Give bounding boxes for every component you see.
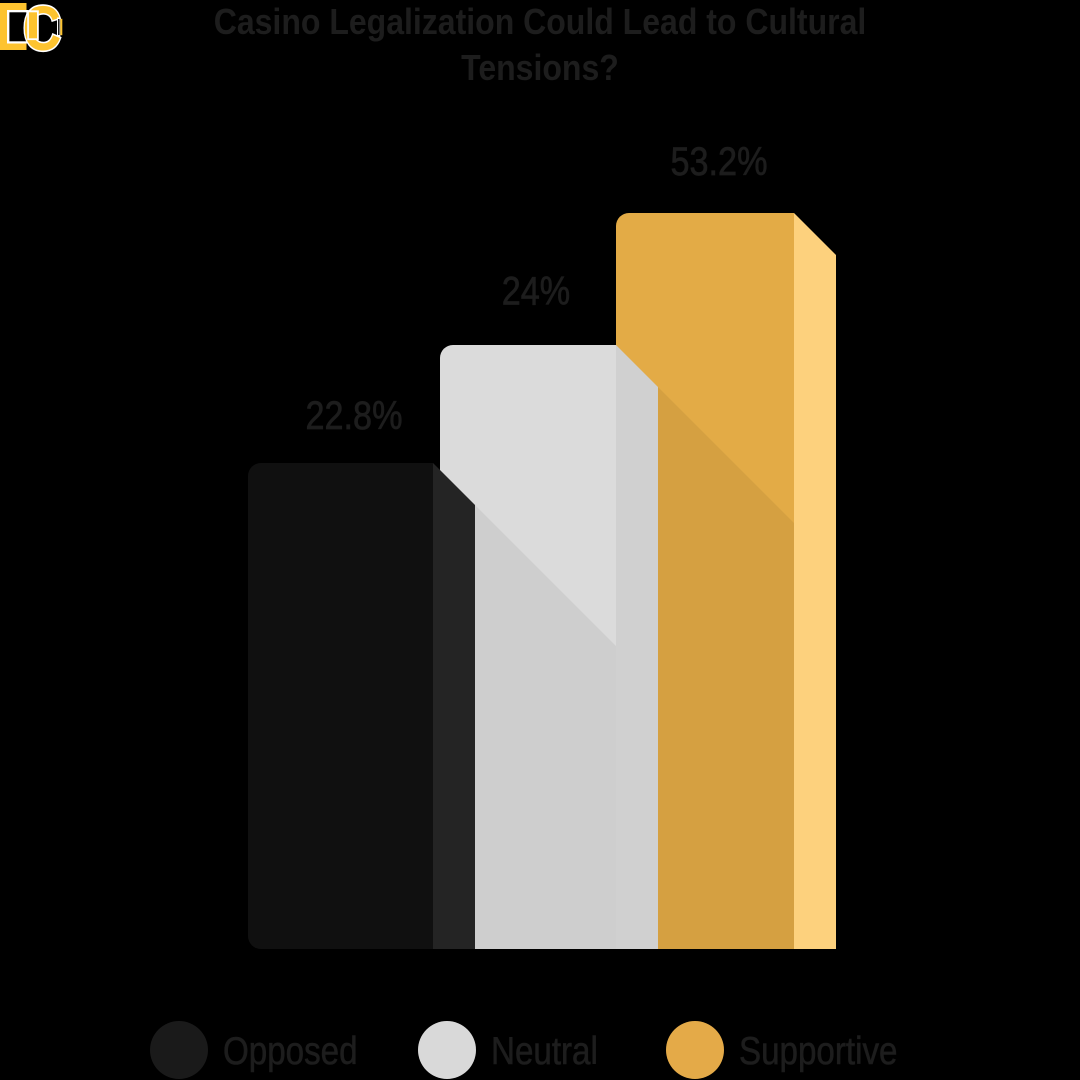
bar-opposed: [248, 463, 475, 949]
legend-label: Neutral: [491, 1030, 598, 1074]
legend-item-supportive: Supportive: [666, 1021, 925, 1079]
legend-label: Opposed: [223, 1030, 358, 1074]
bar-supportive: [616, 213, 836, 949]
logo-d-stem: [28, 12, 37, 39]
bar-neutral: [440, 345, 658, 949]
legend-swatch: [150, 1021, 208, 1079]
brand-logo: C: [0, 0, 63, 56]
page-title-line2: Tensions?: [461, 47, 619, 88]
legend-swatch: [666, 1021, 724, 1079]
bar-side-face: [794, 213, 836, 949]
bar-value-label: 22.8%: [306, 392, 403, 437]
bar-front-face: [248, 463, 433, 949]
bar-front-face: [440, 345, 616, 949]
legend-item-neutral: Neutral: [418, 1021, 617, 1079]
bar-side-face: [616, 345, 658, 949]
bar-value-label: 53.2%: [671, 138, 768, 183]
page-title: Casino Legalization Could Lead to Cultur…: [0, 0, 1080, 91]
legend-label: Supportive: [739, 1030, 898, 1074]
legend-item-opposed: Opposed: [150, 1021, 381, 1079]
logo-d-counter: [9, 12, 27, 42]
legend-swatch: [418, 1021, 476, 1079]
logo-bracket-bar: [60, 18, 63, 36]
bar-value-label: 24%: [502, 268, 570, 313]
logo-bracket-inner: [58, 19, 60, 35]
bar-front-face: [616, 213, 794, 949]
bar-side-face: [433, 463, 475, 949]
page-title-line1: Casino Legalization Could Lead to Cultur…: [213, 1, 867, 42]
